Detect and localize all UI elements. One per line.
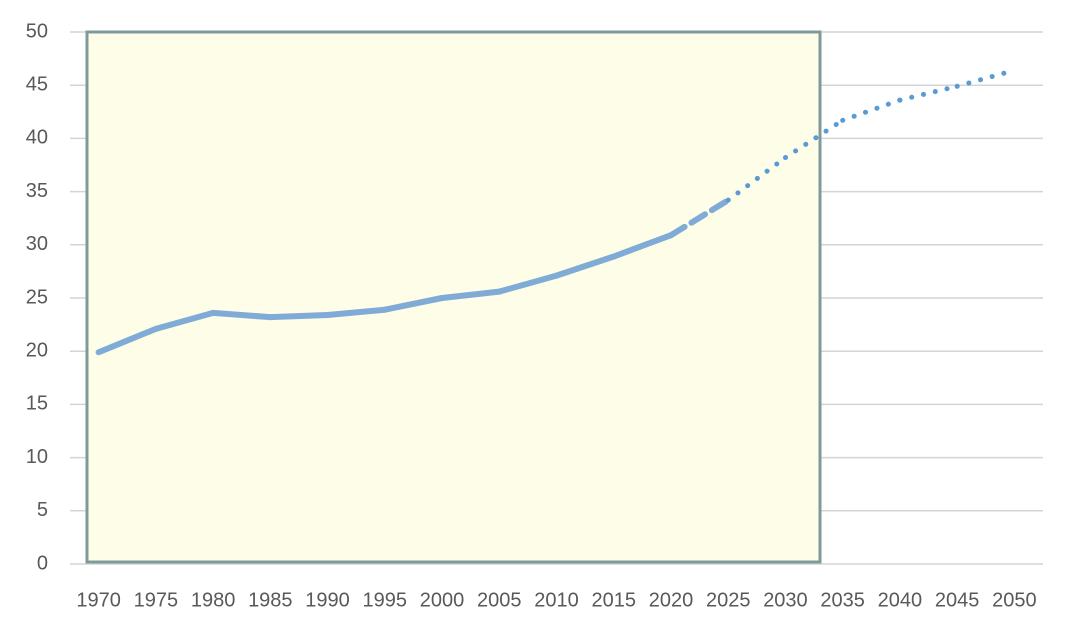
line-segment bbox=[725, 155, 788, 203]
line-segment bbox=[267, 312, 331, 321]
y-tick-label: 0 bbox=[37, 552, 48, 574]
x-tick-label: 2045 bbox=[935, 589, 980, 611]
x-tick-label: 2020 bbox=[649, 589, 694, 611]
line-segment bbox=[210, 309, 274, 321]
line-segment bbox=[954, 67, 1017, 89]
y-tick-label: 5 bbox=[37, 499, 48, 521]
x-tick-label: 1995 bbox=[363, 589, 408, 611]
x-tick-label: 2050 bbox=[992, 589, 1037, 611]
line-segment bbox=[667, 197, 732, 239]
line-segment bbox=[610, 232, 674, 260]
x-tick-label: 2025 bbox=[706, 589, 751, 611]
line-segment bbox=[782, 117, 846, 161]
x-tick-label: 2005 bbox=[477, 589, 522, 611]
line-segment bbox=[840, 97, 903, 123]
x-tick-label: 1980 bbox=[191, 589, 236, 611]
line-segment bbox=[897, 83, 960, 103]
y-tick-label: 30 bbox=[26, 233, 48, 255]
y-tick-label: 45 bbox=[26, 73, 48, 95]
x-tick-label: 2040 bbox=[878, 589, 923, 611]
y-tick-label: 15 bbox=[26, 393, 48, 415]
x-tick-label: 2035 bbox=[820, 589, 865, 611]
line-segment bbox=[553, 253, 617, 279]
line-segment bbox=[439, 288, 503, 301]
x-tick-label: 1975 bbox=[134, 589, 179, 611]
x-tick-label: 2000 bbox=[420, 589, 465, 611]
line-segment bbox=[381, 295, 446, 313]
y-tick-label: 20 bbox=[26, 339, 48, 361]
x-tick-label: 2010 bbox=[534, 589, 579, 611]
y-tick-label: 40 bbox=[26, 127, 48, 149]
line-segment bbox=[324, 306, 388, 319]
x-tick-label: 2030 bbox=[763, 589, 808, 611]
y-tick-label: 25 bbox=[26, 286, 48, 308]
line-segment bbox=[95, 325, 159, 356]
y-tick-label: 10 bbox=[26, 446, 48, 468]
y-tick-label: 50 bbox=[26, 20, 48, 42]
x-tick-label: 1970 bbox=[76, 589, 121, 611]
x-tick-label: 1990 bbox=[305, 589, 350, 611]
x-tick-label: 2015 bbox=[591, 589, 636, 611]
line-segment bbox=[496, 272, 560, 295]
x-tick-label: 1985 bbox=[248, 589, 293, 611]
y-tick-label: 35 bbox=[26, 180, 48, 202]
line-segment bbox=[152, 309, 217, 332]
